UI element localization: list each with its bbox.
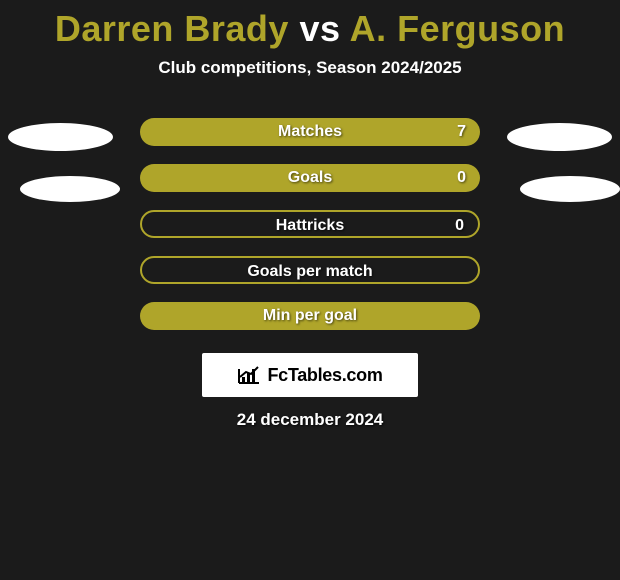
- page-title: Darren Brady vs A. Ferguson: [0, 0, 620, 50]
- title-player1: Darren Brady: [55, 8, 289, 49]
- stat-bar: Goals0: [140, 164, 480, 192]
- stat-bar: Goals per match: [140, 256, 480, 284]
- stat-label: Hattricks: [142, 212, 478, 236]
- stat-label: Goals per match: [142, 258, 478, 282]
- subtitle: Club competitions, Season 2024/2025: [0, 58, 620, 78]
- infographic-root: Darren Brady vs A. Ferguson Club competi…: [0, 0, 620, 580]
- stat-row: Matches7: [0, 118, 620, 164]
- title-player2: A. Ferguson: [350, 8, 566, 49]
- title-vs: vs: [299, 8, 340, 49]
- stat-value: 0: [455, 212, 464, 236]
- brand-chart-icon: [237, 365, 261, 385]
- stat-value: 0: [457, 164, 466, 192]
- stat-row: Goals0: [0, 164, 620, 210]
- date-label: 24 december 2024: [0, 410, 620, 430]
- stat-row: Min per goal: [0, 302, 620, 348]
- stat-label: Min per goal: [140, 302, 480, 330]
- stat-rows: Matches7Goals0Hattricks0Goals per matchM…: [0, 118, 620, 348]
- stat-label: Matches: [140, 118, 480, 146]
- stat-label: Goals: [140, 164, 480, 192]
- stat-value: 7: [457, 118, 466, 146]
- stat-bar: Min per goal: [140, 302, 480, 330]
- brand-text: FcTables.com: [267, 365, 382, 386]
- stat-row: Hattricks0: [0, 210, 620, 256]
- stat-bar: Hattricks0: [140, 210, 480, 238]
- brand-badge: FcTables.com: [202, 353, 418, 397]
- stat-bar: Matches7: [140, 118, 480, 146]
- stat-row: Goals per match: [0, 256, 620, 302]
